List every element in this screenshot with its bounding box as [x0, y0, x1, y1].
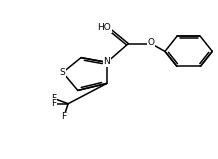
Text: O: O [147, 38, 155, 46]
Text: N: N [104, 57, 110, 66]
Text: S: S [60, 68, 66, 77]
Text: F: F [61, 113, 66, 121]
Text: F: F [51, 94, 56, 103]
Text: F: F [51, 99, 56, 108]
Text: HO: HO [97, 23, 111, 32]
